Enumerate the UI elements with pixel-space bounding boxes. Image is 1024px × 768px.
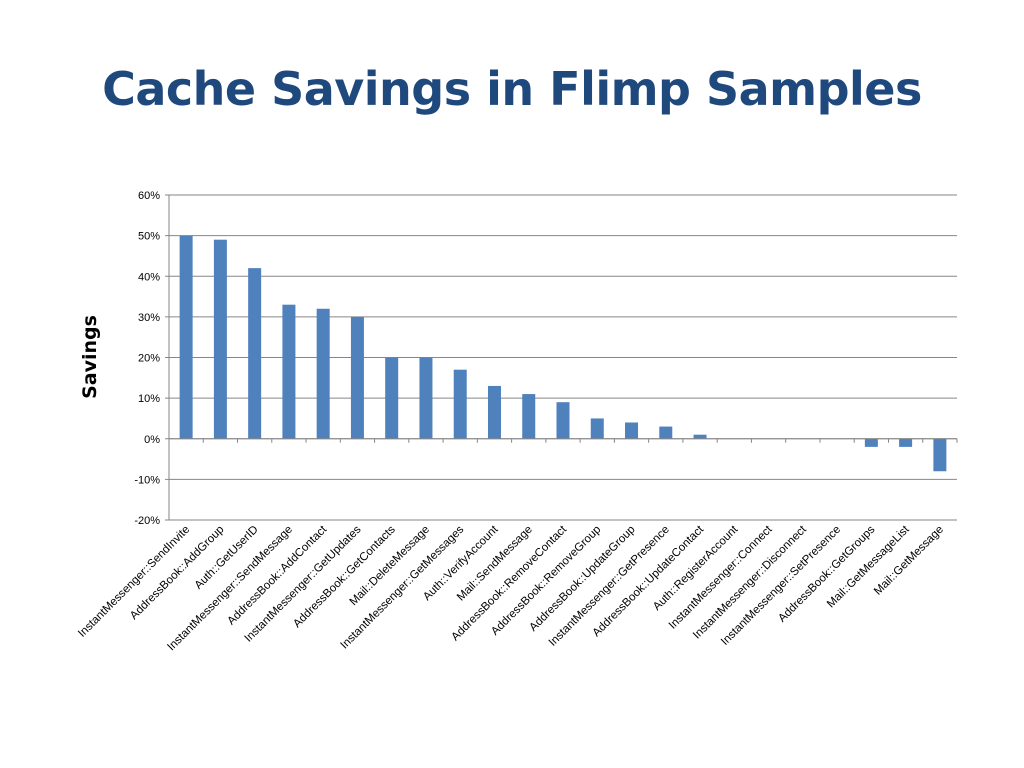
bars (179, 235, 947, 472)
y-tick-label: 50% (138, 231, 160, 243)
x-category-label: InstantMessenger::SendMessage (165, 524, 295, 654)
y-axis-title: Savings (79, 315, 101, 399)
bar (590, 418, 604, 439)
bar (350, 316, 364, 439)
bar (522, 394, 536, 439)
bar (419, 357, 433, 439)
bar (316, 308, 330, 439)
y-tick-label: 60% (138, 190, 160, 202)
y-tick-label: -20% (134, 515, 160, 527)
y-tick-label: 20% (138, 353, 160, 365)
y-tick-label: 10% (138, 393, 160, 405)
bar (864, 438, 878, 447)
bar (453, 369, 467, 439)
bar (659, 426, 673, 439)
axes (165, 194, 958, 521)
x-category-label: Auth::GetUserID (193, 524, 261, 592)
bar (385, 357, 399, 439)
y-tick-label: 30% (138, 312, 160, 324)
x-category-label: InstantMessenger::GetMessages (339, 523, 467, 651)
bar (213, 239, 227, 439)
bar (179, 235, 193, 439)
y-tick-label: -10% (134, 474, 160, 486)
bar (899, 438, 913, 447)
y-tick-label: 40% (138, 271, 160, 283)
y-tick-label: 0% (144, 434, 160, 446)
bar (487, 385, 501, 439)
bar (556, 402, 570, 439)
bar (625, 422, 639, 439)
slide-title: Cache Savings in Flimp Samples (102, 62, 922, 116)
bar (693, 434, 707, 439)
bar (248, 268, 262, 439)
y-axis-tick-labels: 60% 50% 40% 30% 20% 10% 0% -10% -20% (134, 190, 160, 527)
x-axis-category-labels: InstantMessenger::SendInviteAddressBook:… (76, 523, 946, 653)
bar (282, 304, 296, 439)
bar (933, 438, 947, 472)
